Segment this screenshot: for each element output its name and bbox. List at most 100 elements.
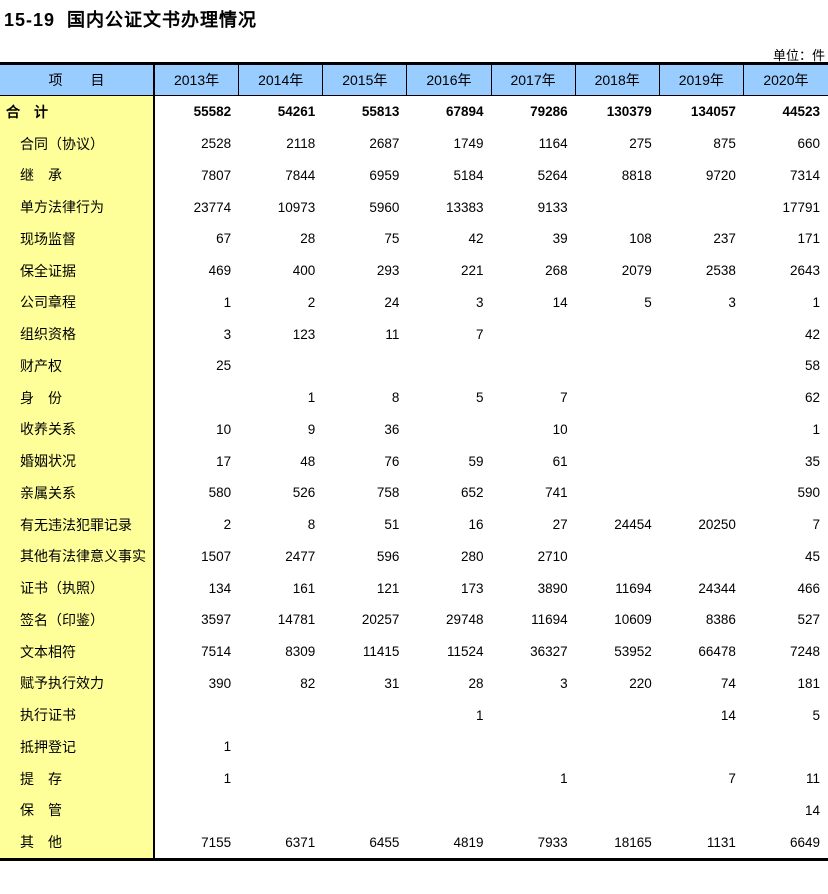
value-cell: 3 [475, 294, 484, 310]
value-cell: 36327 [530, 644, 568, 660]
value-cell [323, 699, 407, 731]
value-cell [492, 318, 576, 350]
value-cell [239, 731, 323, 763]
value-cell: 390 [208, 675, 232, 691]
statistics-table: 项 目 2013年 2014年 2015年 2016年 2017年 2018年 2019年 2… [0, 62, 828, 861]
row-label: 其他有法律意义事实 [0, 540, 155, 573]
value-cell: 108 [629, 231, 652, 247]
value-cell: 3890 [537, 580, 568, 596]
value-cell: 526 [292, 485, 316, 501]
value-cell: 44523 [782, 104, 820, 120]
value-cell: 67 [216, 231, 232, 247]
value-cell: 268 [545, 263, 568, 279]
value-cell: 741 [545, 485, 568, 501]
value-cell: 580 [208, 485, 232, 501]
value-cell: 2643 [789, 263, 820, 279]
value-cell: 79286 [530, 104, 568, 120]
value-cell [576, 477, 660, 509]
column-header-year-2: 2014年 [239, 65, 324, 95]
value-cell [323, 763, 407, 795]
value-cell: 51 [384, 517, 400, 533]
value-cell: 237 [713, 231, 736, 247]
value-cell [239, 795, 323, 827]
row-label: 执行证书 [0, 699, 155, 731]
value-cell: 13383 [445, 199, 484, 215]
value-cell: 23774 [193, 199, 232, 215]
value-cell [155, 699, 239, 731]
value-cell [576, 445, 660, 477]
row-label: 有无违法犯罪记录 [0, 508, 155, 541]
value-cell: 11 [805, 771, 820, 787]
value-cell: 875 [713, 136, 736, 152]
value-cell: 10 [552, 421, 568, 437]
value-cell: 55813 [361, 104, 400, 120]
value-cell [155, 382, 239, 414]
value-cell: 469 [208, 263, 232, 279]
value-cell: 55582 [193, 104, 232, 120]
value-cell: 42 [468, 231, 484, 247]
row-label: 证书（执照） [0, 572, 155, 604]
table-row: 身 份 1 8 5 7 62 [0, 381, 828, 414]
value-cell: 29748 [445, 612, 484, 628]
value-cell [660, 350, 744, 382]
value-cell: 11694 [531, 612, 568, 628]
value-cell: 400 [292, 263, 316, 279]
value-cell: 10973 [277, 199, 316, 215]
value-cell: 45 [804, 548, 820, 564]
row-label: 提 存 [0, 762, 155, 795]
value-cell: 2118 [286, 136, 316, 152]
value-cell: 2538 [705, 263, 736, 279]
page-title: 15-19 国内公证文书办理情况 [4, 10, 258, 30]
value-cell: 6455 [369, 834, 400, 850]
value-cell: 11415 [362, 644, 400, 660]
value-cell [155, 795, 239, 827]
row-label: 合 计 [0, 96, 155, 128]
value-cell: 5264 [537, 167, 568, 183]
value-cell [576, 318, 660, 350]
value-cell [660, 318, 744, 350]
row-label: 组织资格 [0, 318, 155, 350]
value-cell: 7 [560, 390, 568, 406]
value-cell [660, 541, 744, 573]
value-cell: 10 [216, 421, 232, 437]
value-cell [323, 731, 407, 763]
value-cell: 590 [797, 485, 820, 501]
table-row: 文本相符 7514 8309 11415 11524 36327 53952 66478 724… [0, 635, 828, 668]
value-cell: 8818 [621, 167, 652, 183]
value-cell: 4819 [453, 834, 484, 850]
value-cell: 1 [307, 390, 316, 406]
table-row: 继 承 7807 7844 6959 5184 5264 8818 9720 7314 [0, 159, 828, 192]
row-label: 签名（印鉴） [0, 604, 155, 636]
value-cell: 7807 [201, 167, 232, 183]
unit-label: 单位：件 [772, 48, 825, 63]
value-cell [660, 795, 744, 827]
value-cell: 221 [460, 263, 484, 279]
table-row: 亲属关系 580 526 758 652 741 590 [0, 477, 828, 509]
value-cell: 75 [384, 231, 400, 247]
table-row: 保全证据 469 400 293 221 268 2079 2538 2643 [0, 254, 828, 287]
value-cell: 76 [384, 453, 400, 469]
value-cell [576, 731, 660, 763]
table-row: 提 存 1 1 7 11 [0, 762, 828, 795]
value-cell: 134 [208, 580, 232, 596]
table-body: 合 计 55582 54261 55813 67894 79286 130379 134057… [0, 96, 828, 858]
value-cell [492, 699, 576, 731]
value-cell: 14 [720, 707, 736, 723]
value-cell: 28 [300, 231, 316, 247]
value-cell: 3 [728, 294, 736, 310]
value-cell: 11524 [446, 644, 484, 660]
value-cell: 3 [560, 675, 568, 691]
value-cell [576, 382, 660, 414]
value-cell: 9133 [537, 199, 568, 215]
column-header-year-7: 2019年 [660, 65, 744, 95]
value-cell [660, 191, 744, 223]
value-cell: 1 [560, 771, 568, 787]
value-cell: 8386 [705, 612, 736, 628]
value-cell [323, 795, 407, 827]
value-cell: 596 [376, 548, 400, 564]
value-cell [239, 699, 323, 731]
value-cell [323, 350, 407, 382]
value-cell: 14 [552, 294, 568, 310]
value-cell [492, 350, 576, 382]
value-cell: 6959 [369, 167, 400, 183]
